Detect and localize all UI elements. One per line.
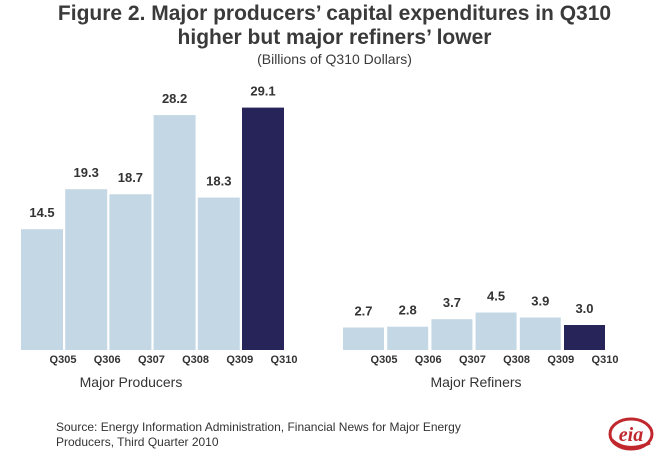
x-tick-label: Q309 xyxy=(226,354,253,366)
x-tick-label: Q305 xyxy=(50,354,77,366)
group-label: Major Refiners xyxy=(430,374,521,390)
data-label: 2.8 xyxy=(399,303,417,318)
bar-chart: 14.5 Q305 19.3 Q306 18.7 Q307 28.2 Q308 18.3 Q309… xyxy=(21,84,618,390)
data-label: 3.9 xyxy=(531,294,549,309)
x-tick-label: Q307 xyxy=(138,354,165,366)
source-line-2: Producers, Third Quarter 2010 xyxy=(56,435,219,449)
bar-q305 xyxy=(21,229,63,350)
title-line-2: higher but major refiners’ lower xyxy=(177,26,492,49)
group-label: Major Producers xyxy=(80,374,183,390)
data-label: 18.7 xyxy=(118,170,143,185)
bar-q306 xyxy=(65,189,108,350)
chart-subtitle: (Billions of Q310 Dollars) xyxy=(257,51,412,67)
x-tick-label: Q306 xyxy=(415,354,442,366)
bar-q307 xyxy=(431,319,473,350)
x-tick-label: Q309 xyxy=(547,354,574,366)
data-label: 3.0 xyxy=(575,301,593,316)
eia-logo: eia xyxy=(608,417,654,451)
data-label: 4.5 xyxy=(487,289,505,304)
x-tick-label: Q307 xyxy=(459,354,486,366)
source-note: Source: Energy Information Administratio… xyxy=(56,420,576,450)
chart-title: Figure 2. Major producers’ capital expen… xyxy=(0,2,669,50)
source-line-1: Source: Energy Information Administratio… xyxy=(56,420,461,434)
x-tick-label: Q310 xyxy=(592,354,619,366)
x-tick-label: Q305 xyxy=(371,354,398,366)
bar-q310 xyxy=(242,107,284,350)
data-label: 28.2 xyxy=(162,91,187,106)
bar-group-0: 14.5 Q305 19.3 Q306 18.7 Q307 28.2 Q308 18.3 Q309… xyxy=(21,84,297,390)
bar-q310 xyxy=(564,325,605,350)
data-label: 18.3 xyxy=(206,174,231,189)
bar-q309 xyxy=(197,197,240,350)
x-tick-label: Q308 xyxy=(182,354,209,366)
bar-q309 xyxy=(519,317,561,350)
bar-q308 xyxy=(153,115,196,351)
bar-q305 xyxy=(343,327,384,350)
bar-group-1: 2.7 Q305 2.8 Q306 3.7 Q307 4.5 Q308 3.9 Q309 3.0 Q3… xyxy=(343,289,618,390)
data-label: 3.7 xyxy=(443,295,461,310)
x-tick-label: Q306 xyxy=(94,354,121,366)
x-tick-label: Q310 xyxy=(271,354,298,366)
bar-q307 xyxy=(109,194,152,350)
data-label: 14.5 xyxy=(29,205,54,220)
bar-q306 xyxy=(387,326,429,350)
eia-logo-text: eia xyxy=(619,424,643,446)
data-label: 29.1 xyxy=(250,84,275,99)
x-tick-label: Q308 xyxy=(503,354,530,366)
title-line-1: Figure 2. Major producers’ capital expen… xyxy=(57,2,612,25)
data-label: 19.3 xyxy=(74,165,99,180)
bar-q308 xyxy=(475,312,517,350)
data-label: 2.7 xyxy=(354,304,372,319)
